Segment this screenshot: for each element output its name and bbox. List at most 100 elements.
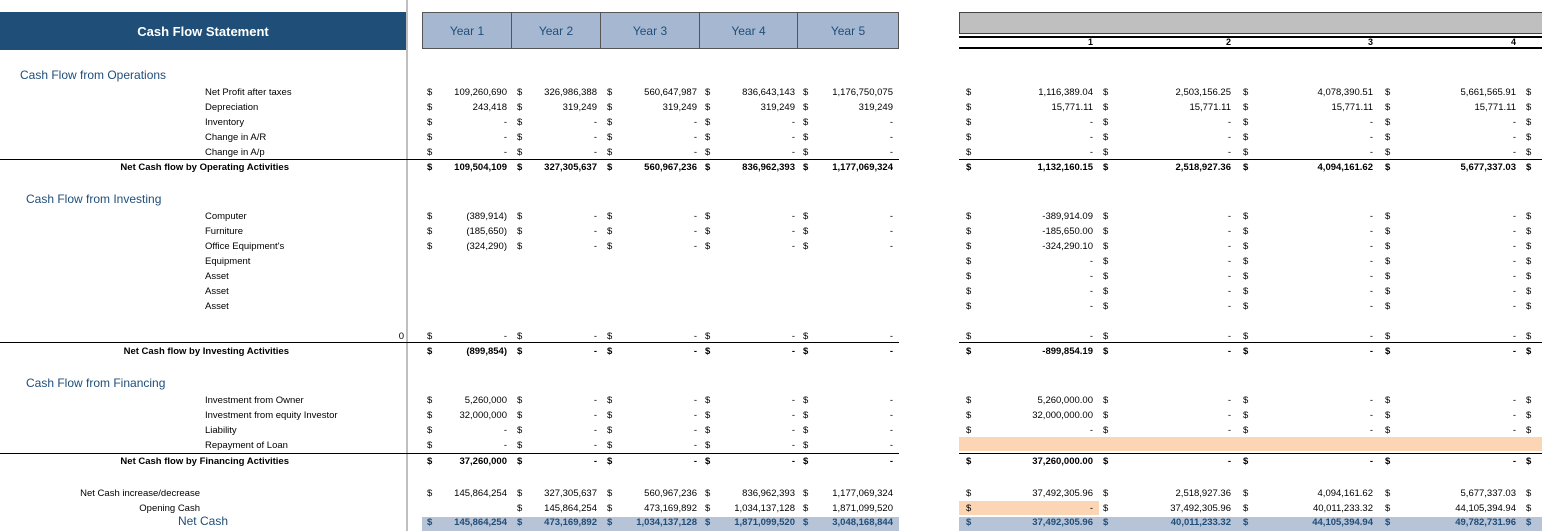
row-label: Change in A/p — [205, 147, 265, 158]
currency-symbol: $ — [1243, 162, 1249, 173]
currency-symbol: $ — [803, 395, 809, 406]
currency-symbol: $ — [966, 226, 972, 237]
value-cell: (899,854) — [466, 346, 507, 357]
value-cell: - — [1227, 117, 1231, 128]
value-cell: - — [1369, 241, 1373, 252]
value-cell: - — [791, 241, 795, 252]
row-label: Investment from equity Investor — [205, 410, 338, 421]
currency-symbol: $ — [1243, 226, 1249, 237]
value-cell: - — [889, 440, 893, 451]
currency-symbol: $ — [1103, 286, 1109, 297]
value-cell: - — [593, 211, 597, 222]
value-cell: - — [791, 211, 795, 222]
currency-symbol: $ — [966, 256, 972, 267]
currency-symbol: $ — [705, 440, 711, 451]
currency-symbol: $ — [427, 395, 433, 406]
value-cell: 1,132,160.15 — [1037, 162, 1093, 173]
value-cell: - — [1512, 271, 1516, 282]
currency-symbol: $ — [966, 301, 972, 312]
value-cell: - — [693, 395, 697, 406]
currency-symbol: $ — [1385, 226, 1391, 237]
year-header-2: Year 2 — [511, 12, 601, 49]
right-col-number-3: 3 — [1367, 37, 1373, 47]
currency-symbol: $ — [705, 456, 711, 467]
row-label: Net Profit after taxes — [205, 87, 292, 98]
currency-symbol: $ — [1243, 346, 1249, 357]
value-cell: 4,094,161.62 — [1317, 488, 1373, 499]
value-cell: - — [1227, 425, 1231, 436]
currency-symbol: $ — [1243, 456, 1249, 467]
currency-symbol: $ — [1526, 132, 1532, 143]
value-cell: - — [1227, 271, 1231, 282]
currency-symbol: $ — [607, 132, 613, 143]
value-cell: - — [1227, 211, 1231, 222]
value-cell: - — [693, 425, 697, 436]
value-cell: 37,260,000.00 — [1032, 456, 1093, 467]
row-label: Asset — [205, 286, 229, 297]
currency-symbol: $ — [705, 425, 711, 436]
value-cell: 15,771.11 — [1331, 102, 1373, 113]
value-cell: 2,503,156.25 — [1175, 87, 1231, 98]
currency-symbol: $ — [1243, 301, 1249, 312]
currency-symbol: $ — [427, 162, 433, 173]
value-cell: - — [889, 395, 893, 406]
currency-symbol: $ — [517, 395, 523, 406]
currency-symbol: $ — [1526, 87, 1532, 98]
value-cell: 37,492,305.96 — [1032, 517, 1093, 528]
currency-symbol: $ — [1526, 331, 1532, 342]
currency-symbol: $ — [1103, 346, 1109, 357]
value-cell: - — [791, 331, 795, 342]
currency-symbol: $ — [1385, 331, 1391, 342]
value-cell: 1,871,099,520 — [734, 517, 795, 528]
value-cell: - — [693, 346, 697, 357]
value-cell: - — [791, 117, 795, 128]
value-cell: 319,249 — [760, 102, 795, 113]
value-cell: 15,771.11 — [1189, 102, 1231, 113]
value-cell: 3,048,168,844 — [832, 517, 893, 528]
value-cell: - — [593, 132, 597, 143]
right-col-number-1: 1 — [1087, 37, 1093, 47]
value-cell: - — [791, 346, 795, 357]
currency-symbol: $ — [1243, 102, 1249, 113]
value-cell: - — [1512, 241, 1516, 252]
currency-symbol: $ — [966, 211, 972, 222]
currency-symbol: $ — [1385, 488, 1391, 499]
currency-symbol: $ — [1103, 395, 1109, 406]
currency-symbol: $ — [705, 132, 711, 143]
currency-symbol: $ — [966, 346, 972, 357]
currency-symbol: $ — [607, 395, 613, 406]
currency-symbol: $ — [803, 425, 809, 436]
currency-symbol: $ — [705, 503, 711, 514]
section-financing: Cash Flow from Financing — [26, 376, 166, 390]
currency-symbol: $ — [966, 488, 972, 499]
currency-symbol: $ — [607, 117, 613, 128]
row-divider — [0, 159, 899, 160]
currency-symbol: $ — [1526, 503, 1532, 514]
value-cell: - — [889, 456, 893, 467]
value-cell: - — [1089, 286, 1093, 297]
value-cell: 243,418 — [472, 102, 507, 113]
currency-symbol: $ — [1526, 256, 1532, 267]
currency-symbol: $ — [1526, 211, 1532, 222]
currency-symbol: $ — [427, 132, 433, 143]
value-cell: - — [693, 211, 697, 222]
currency-symbol: $ — [803, 87, 809, 98]
currency-symbol: $ — [705, 346, 711, 357]
currency-symbol: $ — [517, 503, 523, 514]
currency-symbol: $ — [966, 286, 972, 297]
currency-symbol: $ — [607, 503, 613, 514]
value-cell: - — [1227, 147, 1231, 158]
currency-symbol: $ — [1385, 410, 1391, 421]
currency-symbol: $ — [1526, 241, 1532, 252]
currency-symbol: $ — [966, 517, 972, 528]
currency-symbol: $ — [705, 410, 711, 421]
value-cell: 1,034,137,128 — [734, 503, 795, 514]
value-cell: 109,504,109 — [454, 162, 507, 173]
currency-symbol: $ — [1526, 425, 1532, 436]
value-cell: - — [1512, 226, 1516, 237]
value-cell: 32,000,000 — [459, 410, 507, 421]
currency-symbol: $ — [705, 87, 711, 98]
currency-symbol: $ — [966, 162, 972, 173]
currency-symbol: $ — [1103, 517, 1109, 528]
currency-symbol: $ — [517, 226, 523, 237]
